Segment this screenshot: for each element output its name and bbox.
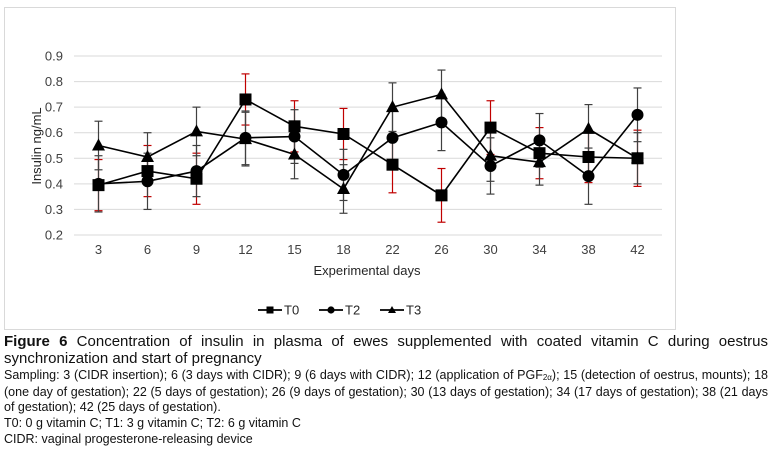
y-tick-label: 0.7: [45, 100, 63, 115]
data-point-t3: [288, 147, 301, 160]
sampling-text-b: ); 15 (detection of oestrus, mounts); 18…: [4, 368, 768, 414]
caption-title: Figure 6 Concentration of insulin in pla…: [4, 333, 768, 367]
data-point-t3: [386, 100, 399, 113]
x-tick-label: 26: [434, 242, 448, 257]
y-axis-label: Insulin ng/mL: [29, 107, 44, 184]
chart-frame: [4, 7, 676, 330]
x-tick-label: 22: [385, 242, 399, 257]
data-point-t2: [141, 175, 154, 188]
x-tick-label: 38: [581, 242, 595, 257]
data-point-t3: [337, 181, 350, 194]
data-point-t0: [288, 120, 301, 133]
legend-item-t2: T2: [319, 303, 360, 318]
figure-title: Concentration of insulin in plasma of ew…: [4, 333, 768, 367]
x-tick-label: 3: [95, 242, 102, 257]
data-point-t2: [631, 108, 644, 121]
legend-triangle-icon: [388, 306, 396, 313]
data-point-t0: [337, 127, 350, 140]
legend-circle-icon: [327, 306, 335, 314]
y-tick-label: 0.3: [45, 202, 63, 217]
data-point-t3: [533, 155, 546, 168]
cidr-note: CIDR: vaginal progesterone-releasing dev…: [4, 432, 253, 446]
data-point-t0: [239, 93, 252, 106]
legend-square-icon: [266, 306, 274, 314]
data-point-t2: [288, 130, 301, 143]
x-tick-label: 12: [238, 242, 252, 257]
legend-label: T0: [284, 303, 299, 318]
sampling-note: Sampling: 3 (CIDR insertion); 6 (3 days …: [4, 368, 768, 415]
gridlines: [74, 55, 662, 236]
data-point-t0: [582, 151, 595, 164]
data-point-t0: [141, 165, 154, 178]
data-point-t0: [435, 189, 448, 202]
y-tick-label: 0.5: [45, 151, 63, 166]
data-point-t2: [484, 159, 497, 172]
sampling-text-a: Sampling: 3 (CIDR insertion); 6 (3 days …: [4, 368, 543, 382]
data-point-t0: [386, 158, 399, 171]
data-point-t2: [582, 170, 595, 183]
data-point-t2: [435, 116, 448, 129]
data-point-t3: [484, 148, 497, 161]
x-tick-label: 6: [144, 242, 151, 257]
x-tick-label: 9: [193, 242, 200, 257]
x-axis-ticks: 3 6 9 12 15 18 22 26 30 34 38 42: [95, 242, 645, 257]
figure-caption: Figure 6 Concentration of insulin in pla…: [4, 333, 768, 447]
data-point-t2: [533, 134, 546, 147]
legend-label: T2: [345, 303, 360, 318]
sampling-subscript: 2α: [542, 373, 552, 382]
y-tick-label: 0.8: [45, 74, 63, 89]
x-tick-label: 15: [287, 242, 301, 257]
error-bars: [94, 69, 642, 223]
legend-item-t3: T3: [380, 303, 421, 318]
legend: T0 T2 T3: [258, 303, 421, 318]
x-tick-label: 42: [630, 242, 644, 257]
y-axis-ticks: 0.2 0.3 0.4 0.5 0.6 0.7 0.8 0.9: [45, 49, 63, 243]
data-point-t3: [631, 151, 644, 164]
data-point-t2: [92, 177, 105, 190]
series-line-t3: [98, 93, 638, 191]
data-point-t3: [239, 132, 252, 145]
data-point-t3: [190, 124, 203, 137]
series-line-t2: [98, 114, 639, 185]
insulin-line-chart: 0.2 0.3 0.4 0.5 0.6 0.7 0.8 0.9 3 6 9 12 15 18 22 26 30…: [29, 49, 662, 318]
y-tick-label: 0.2: [45, 228, 63, 243]
data-point-t3: [582, 121, 595, 134]
legend-item-t0: T0: [258, 303, 299, 318]
y-tick-label: 0.9: [45, 49, 63, 64]
x-axis-label: Experimental days: [314, 263, 421, 278]
legend-label: T3: [406, 303, 421, 318]
series-lines: [98, 93, 639, 197]
data-point-t3: [92, 138, 105, 151]
x-tick-label: 34: [532, 242, 546, 257]
data-point-t0: [533, 147, 546, 160]
data-point-t2: [386, 131, 399, 144]
data-point-t3: [435, 87, 448, 100]
x-tick-label: 18: [336, 242, 350, 257]
data-point-t3: [141, 150, 154, 163]
data-point-t0: [484, 121, 497, 134]
y-tick-label: 0.4: [45, 176, 63, 191]
data-point-t2: [190, 165, 203, 178]
series-markers: [92, 87, 644, 202]
x-tick-label: 30: [483, 242, 497, 257]
treatments-note: T0: 0 g vitamin C; T1: 3 g vitamin C; T2…: [4, 416, 301, 430]
data-point-t2: [337, 168, 350, 181]
y-tick-label: 0.6: [45, 125, 63, 140]
figure-label: Figure 6: [4, 333, 68, 350]
